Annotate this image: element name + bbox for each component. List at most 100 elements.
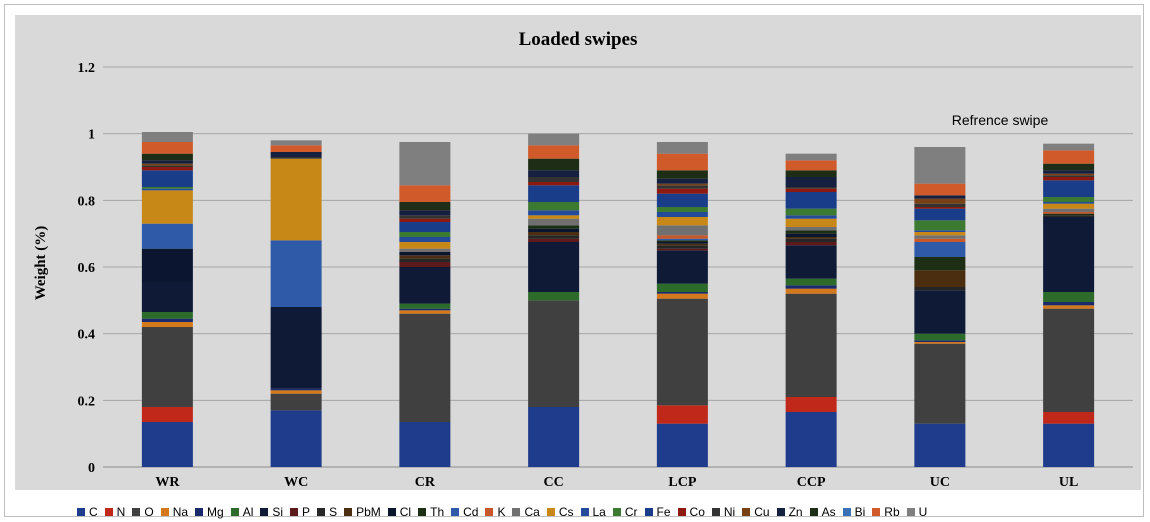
legend-item-bi: Bi bbox=[842, 505, 865, 519]
bar-segment-cr-s bbox=[399, 258, 451, 262]
bar-segment-cr-cs bbox=[399, 242, 451, 249]
bar-segment-wr-al bbox=[141, 312, 193, 319]
bar-segment-uc-fe bbox=[914, 208, 966, 221]
bar-segment-cc-co bbox=[528, 182, 580, 186]
x-tick-label: UL bbox=[1059, 475, 1078, 490]
legend-item-cd: Cd bbox=[451, 505, 478, 519]
bars bbox=[141, 132, 1095, 467]
bar-segment-ccp-c bbox=[785, 412, 837, 467]
bar-segment-cc-si bbox=[528, 242, 580, 292]
bar-segment-wr-as bbox=[141, 153, 193, 161]
bar-segment-ccp-s bbox=[785, 238, 837, 242]
bar-segment-lcp-p bbox=[656, 248, 708, 251]
legend: C N O Na Mg Al Si P S PbM Cl Th Cd K Ca Cs La Cr Fe Co Ni Cu Z… bbox=[77, 503, 934, 521]
legend-item-co: Co bbox=[677, 505, 705, 519]
bar-segment-ccp-as bbox=[785, 170, 837, 177]
bar-segment-wc-rb bbox=[270, 145, 322, 152]
bar-segment-lcp-n bbox=[656, 405, 708, 424]
legend-label: As bbox=[821, 505, 836, 519]
bar-segment-cr-o bbox=[399, 313, 451, 422]
bar-segment-ccp-co bbox=[785, 188, 837, 192]
bar-segment-ul-cs bbox=[1043, 203, 1095, 209]
bar-segment-lcp-fe bbox=[656, 193, 708, 207]
bar-segment-wr-mg bbox=[141, 318, 193, 322]
legend-swatch bbox=[387, 508, 396, 516]
bar-segment-wc-na bbox=[270, 390, 322, 394]
bar-segment-uc-th bbox=[914, 257, 966, 271]
legend-label: P bbox=[302, 505, 311, 519]
bar-segment-cr-p bbox=[399, 262, 451, 267]
legend-item-fe: Fe bbox=[644, 505, 671, 519]
chart-title: Loaded swipes bbox=[519, 29, 638, 50]
legend-label: La bbox=[592, 505, 606, 519]
bar-segment-uc-cr bbox=[914, 220, 966, 231]
legend-label: Al bbox=[242, 505, 254, 519]
bar-segment-cr-al bbox=[399, 303, 451, 309]
bar-segment-lcp-o bbox=[656, 298, 708, 406]
legend-swatch bbox=[711, 508, 720, 516]
bar-segment-ccp-si bbox=[785, 245, 837, 279]
bar-segment-cr-na bbox=[399, 310, 451, 314]
y-tick-label: 0.2 bbox=[78, 394, 96, 409]
bar-segment-lcp-u bbox=[656, 142, 708, 154]
bar-segment-uc-co bbox=[914, 207, 966, 209]
legend-item-si: Si bbox=[260, 505, 283, 519]
legend-swatch bbox=[451, 508, 460, 516]
bar-segment-ccp-fe bbox=[785, 192, 837, 209]
bar-segment-wr-cs bbox=[141, 190, 193, 224]
bar-segment-cr-cl bbox=[399, 252, 451, 256]
stacked-bar-chart: Loaded swipes Weight (%) Refrence swipe … bbox=[33, 29, 1133, 490]
legend-item-cs: Cs bbox=[546, 505, 574, 519]
bar-segment-ul-si bbox=[1043, 217, 1095, 292]
bar-segment-uc-cs bbox=[914, 232, 966, 236]
bar-segment-wr-c bbox=[141, 422, 193, 467]
bar-segment-ul-cr bbox=[1043, 197, 1095, 202]
bar-segment-ccp-cl bbox=[785, 233, 837, 237]
legend-swatch bbox=[512, 508, 521, 516]
bar-segment-wr-zn bbox=[141, 160, 193, 164]
legend-swatch bbox=[906, 508, 915, 516]
x-tick-label: CCP bbox=[797, 475, 826, 490]
bar-segment-uc-la bbox=[914, 230, 966, 232]
bar-segment-uc-si bbox=[914, 290, 966, 334]
bar-segment-ccp-o bbox=[785, 293, 837, 397]
legend-item-s: S bbox=[317, 505, 337, 519]
legend-label: C bbox=[89, 505, 98, 519]
bar-segment-cr-si bbox=[399, 267, 451, 304]
bar-segment-ul-n bbox=[1043, 412, 1095, 424]
legend-item-o: O bbox=[132, 505, 154, 519]
x-tick-label: CR bbox=[415, 475, 436, 490]
bar-segment-ul-o bbox=[1043, 308, 1095, 412]
bar-segment-uc-mg bbox=[914, 340, 966, 342]
bar-segment-wc-mg bbox=[270, 388, 322, 391]
y-tick-label: 0.8 bbox=[78, 194, 96, 209]
bar-segment-uc-s bbox=[914, 287, 966, 291]
bar-segment-lcp-pbm bbox=[656, 243, 708, 246]
bar-segment-wr-co bbox=[141, 167, 193, 171]
bar-segment-lcp-la bbox=[656, 212, 708, 217]
bar-segment-lcp-al bbox=[656, 283, 708, 292]
legend-swatch bbox=[260, 508, 269, 516]
legend-label: Si bbox=[272, 505, 284, 519]
x-tick-label: WR bbox=[155, 475, 180, 490]
bar-segment-cc-th bbox=[528, 225, 580, 229]
bar-segment-uc-ni bbox=[914, 203, 966, 207]
bar-segment-ul-u bbox=[1043, 143, 1095, 151]
y-axis-label: Weight (%) bbox=[33, 226, 49, 301]
legend-item-k: K bbox=[485, 505, 505, 519]
bar-segment-cr-ni bbox=[399, 215, 451, 219]
bar-segment-cr-c bbox=[399, 422, 451, 467]
bar-segment-wc-ni bbox=[270, 157, 322, 159]
bar-segment-wc-u bbox=[270, 140, 322, 146]
legend-item-cl: Cl bbox=[387, 505, 411, 519]
bar-segment-wr-cl bbox=[141, 248, 193, 282]
bar-segment-ul-s bbox=[1043, 215, 1095, 217]
legend-label: PbM bbox=[356, 505, 381, 519]
legend-swatch bbox=[809, 508, 818, 516]
legend-item-ca: Ca bbox=[512, 505, 540, 519]
bar-segment-ul-c bbox=[1043, 423, 1095, 467]
legend-label: Cd bbox=[463, 505, 479, 519]
bar-segment-lcp-cu bbox=[656, 183, 708, 186]
bar-segment-uc-rb bbox=[914, 183, 966, 196]
bar-segment-cr-u bbox=[399, 142, 451, 186]
